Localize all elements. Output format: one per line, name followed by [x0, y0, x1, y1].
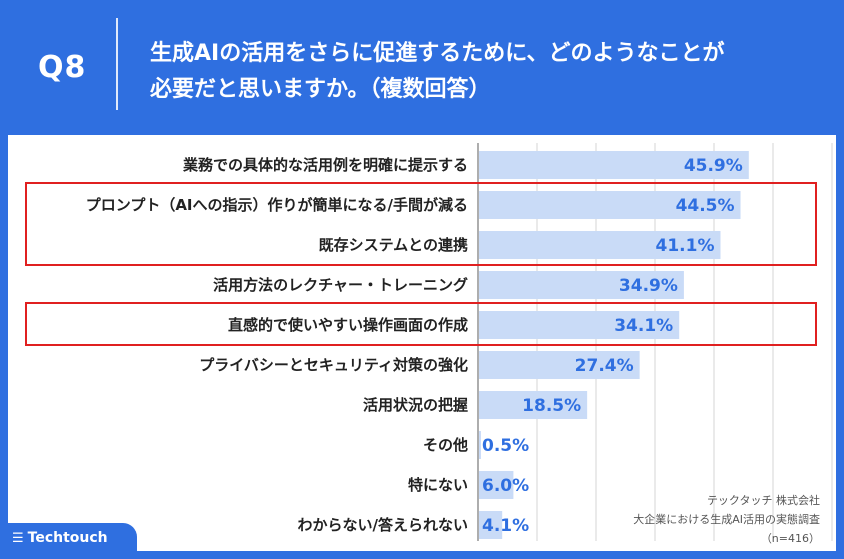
value-label: 18.5% [522, 396, 581, 416]
value-label: 34.1% [614, 316, 673, 336]
source-sample: （n=416） [760, 532, 820, 545]
question-text-line1: 生成AIの活用をさらに促進するために、どのようなことが [150, 41, 725, 66]
category-label: 活用状況の把握 [363, 396, 468, 414]
value-label: 44.5% [676, 196, 735, 216]
header: Q8 生成AIの活用をさらに促進するために、どのようなことが 必要だと思いますか… [0, 0, 844, 135]
category-label: わからない/答えられない [298, 516, 468, 534]
category-label: その他 [423, 436, 468, 454]
bar [479, 151, 749, 179]
category-label: プライバシーとセキュリティ対策の強化 [199, 356, 468, 374]
bar [479, 271, 684, 299]
bar [479, 511, 503, 539]
bar [479, 471, 514, 499]
bar [479, 311, 680, 339]
value-label: 27.4% [575, 356, 634, 376]
techtouch-logo-icon: ☰ [12, 531, 24, 546]
category-label: 活用方法のレクチャー・トレーニング [213, 276, 468, 294]
category-label: 業務での具体的な活用例を明確に提示する [182, 156, 468, 174]
category-label: 特にない [408, 476, 468, 494]
value-label: 34.9% [619, 276, 678, 296]
category-label: 既存システムとの連携 [319, 236, 468, 254]
header-divider [116, 18, 118, 110]
bar [479, 231, 721, 259]
brand-name: Techtouch [27, 530, 108, 546]
value-label: 41.1% [656, 236, 715, 256]
source-survey: 大企業における生成AI活用の実態調査 [633, 513, 820, 526]
category-label: 直感的で使いやすい操作画面の作成 [228, 316, 468, 334]
bar [479, 351, 640, 379]
question-number: Q8 [38, 50, 87, 85]
value-label: 0.5% [482, 436, 529, 456]
chart-panel: 業務での具体的な活用例を明確に提示する 45.9% プロンプト（AIへの指示）作りが… [8, 135, 836, 551]
bar [479, 431, 481, 459]
bar-chart: 業務での具体的な活用例を明確に提示する 45.9% プロンプト（AIへの指示）作りが… [25, 143, 833, 541]
value-label: 4.1% [482, 516, 529, 536]
highlight-box [25, 302, 817, 346]
question-text: 生成AIの活用をさらに促進するために、どのようなことが 必要だと思いますか。（複… [150, 36, 810, 108]
category-label: プロンプト（AIへの指示）作りが簡単になる/手間が減る [86, 196, 468, 214]
question-text-line2: 必要だと思いますか。（複数回答） [150, 77, 491, 102]
source-company: テックタッチ 株式会社 [706, 494, 820, 507]
bar [479, 391, 588, 419]
brand-logo: ☰ Techtouch [2, 523, 137, 553]
highlight-box [25, 182, 817, 266]
bar [479, 191, 741, 219]
value-label: 6.0% [482, 476, 529, 496]
value-label: 45.9% [684, 156, 743, 176]
